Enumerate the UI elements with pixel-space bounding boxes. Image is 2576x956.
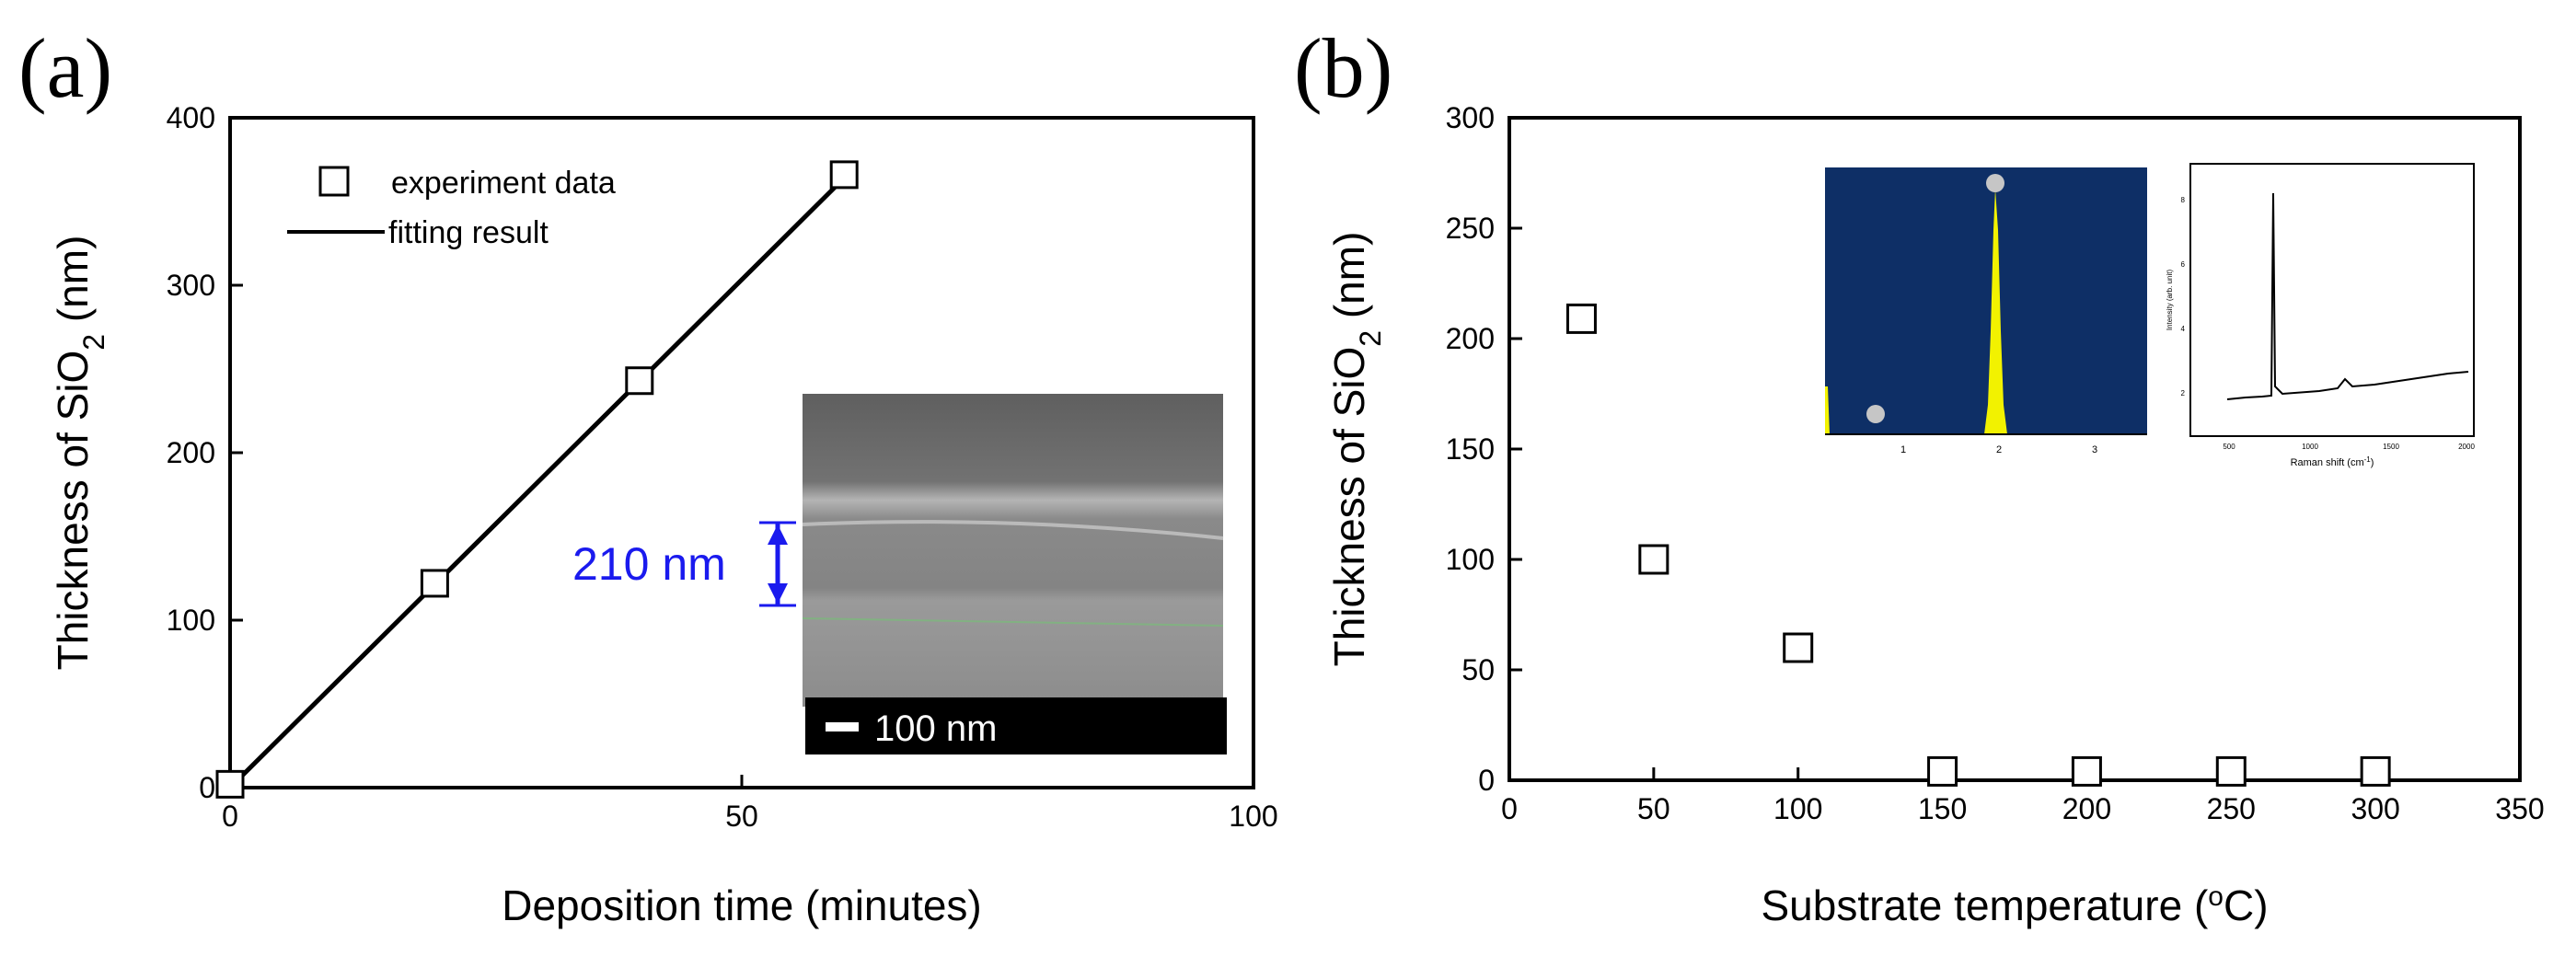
panel-a: (a) 0 50 100 0 100 200 300 400 <box>18 21 1278 929</box>
a-y-tick-label: 300 <box>167 269 215 302</box>
a-x-tick-label: 0 <box>222 800 238 833</box>
sem-interface-bottom <box>802 617 1224 627</box>
b-y-tick-label: 100 <box>1446 543 1495 576</box>
experiment-data-point <box>215 769 245 799</box>
b-x-tick-label: 350 <box>2495 792 2544 825</box>
experiment-data-point <box>829 160 859 190</box>
panel-a-x-ticks: 0 50 100 <box>222 775 1278 833</box>
sem-interface-top <box>802 520 1224 540</box>
b-x-tick-label: 50 <box>1637 792 1670 825</box>
temperature-data-point <box>1783 632 1814 663</box>
eds-tick-1: 1 <box>1900 444 1906 455</box>
b-y-tick-label: 300 <box>1446 101 1495 134</box>
eds-edge-peak <box>1825 386 1830 434</box>
raman-ytick-2: 2 <box>2181 389 2186 397</box>
b-y-tick-label: 250 <box>1446 212 1495 245</box>
raman-x-axis-title: Raman shift (cm-1) <box>2291 455 2374 469</box>
b-x-tick-label: 250 <box>2207 792 2256 825</box>
raman-tick-500: 500 <box>2223 443 2235 451</box>
panel-a-y-ticks: 0 100 200 300 400 <box>167 101 243 804</box>
panel-b-y-axis-title: Thickness of SiO2 (nm) <box>1325 232 1387 667</box>
thickness-annotation-label: 210 nm <box>572 538 726 590</box>
eds-inset: 1 2 3 <box>1825 167 2147 455</box>
eds-marker-top <box>1986 174 2004 192</box>
eds-peak <box>1979 189 2007 434</box>
legend-experiment-label: experiment data <box>391 166 616 201</box>
sem-scalebar-strip <box>805 697 1227 754</box>
sem-image-body <box>803 394 1223 707</box>
a-y-tick-label: 0 <box>199 771 215 804</box>
b-y-tick-label: 200 <box>1446 322 1495 355</box>
b-y-tick-label: 150 <box>1446 432 1495 466</box>
panel-a-label: (a) <box>18 21 112 115</box>
eds-marker-low <box>1866 405 1885 423</box>
raman-tick-2000: 2000 <box>2458 443 2475 451</box>
eds-inset-background <box>1825 167 2147 434</box>
legend-square-marker <box>318 166 350 197</box>
panel-b: (b) 0 50 100 150 200 250 300 350 05010015020025… <box>1294 21 2545 929</box>
raman-ytick-4: 4 <box>2181 325 2186 333</box>
b-x-tick-label: 200 <box>2062 792 2111 825</box>
experiment-data-points <box>215 160 859 799</box>
temperature-data-point <box>1638 544 1669 575</box>
a-y-tick-label: 100 <box>167 604 215 637</box>
b-x-tick-label: 150 <box>1918 792 1967 825</box>
experiment-data-point <box>625 366 654 396</box>
sem-inset-image: 100 nm <box>802 394 1227 754</box>
raman-ytick-8: 8 <box>2181 196 2186 204</box>
a-y-tick-label: 400 <box>167 101 215 134</box>
a-x-tick-label: 100 <box>1229 800 1277 833</box>
temperature-data-point <box>2215 755 2247 787</box>
fitting-result-line <box>228 176 846 789</box>
temperature-data-point <box>2071 755 2102 787</box>
fitting-result-segment <box>228 176 846 789</box>
thickness-arrow-head-bottom <box>768 583 788 604</box>
panel-b-y-ticks: 0 50 100 150 200 250 300 <box>1446 101 1522 797</box>
raman-tick-1000: 1000 <box>2302 443 2318 451</box>
sem-scalebar-label: 100 nm <box>874 708 997 749</box>
temperature-data-point <box>2360 755 2391 787</box>
panel-b-data-points <box>1565 303 2391 787</box>
raman-y-axis-title: Intensity (arb. unit) <box>2166 270 2174 331</box>
a-y-tick-label: 200 <box>167 436 215 469</box>
temperature-data-point <box>1927 755 1958 787</box>
panel-a-x-axis-title: Deposition time (minutes) <box>502 881 982 929</box>
raman-inset: 500 1000 1500 2000 Raman shift (cm-1) 2 … <box>2166 163 2475 469</box>
panel-a-legend: experiment data fitting result <box>287 166 616 250</box>
a-x-tick-label: 50 <box>725 800 758 833</box>
thickness-arrow-head-top <box>768 524 788 545</box>
legend-fitting-label: fitting result <box>388 215 549 250</box>
raman-inset-frame <box>2189 163 2475 437</box>
eds-tick-2: 2 <box>1996 444 2002 455</box>
eds-tick-3: 3 <box>2092 444 2097 455</box>
panel-b-label: (b) <box>1294 21 1392 115</box>
b-x-tick-label: 100 <box>1773 792 1822 825</box>
b-x-tick-label: 0 <box>1501 792 1518 825</box>
raman-tick-1500: 1500 <box>2383 443 2399 451</box>
thickness-annotation: 210 nm <box>572 521 796 607</box>
panel-b-x-ticks: 0 50 100 150 200 250 300 350 <box>1501 767 2545 825</box>
b-y-tick-label: 50 <box>1461 653 1495 686</box>
sem-scalebar <box>826 722 859 731</box>
temperature-data-point <box>1565 303 1597 334</box>
experiment-data-point <box>420 569 449 598</box>
raman-ytick-6: 6 <box>2181 260 2186 269</box>
panel-b-x-axis-title: Substrate temperature (oC) <box>1761 881 2268 930</box>
b-y-tick-label: 0 <box>1478 764 1495 797</box>
raman-spectrum-line <box>2226 192 2469 400</box>
panel-a-y-axis-title: Thickness of SiO2 (nm) <box>49 236 110 671</box>
b-x-tick-label: 300 <box>2351 792 2399 825</box>
